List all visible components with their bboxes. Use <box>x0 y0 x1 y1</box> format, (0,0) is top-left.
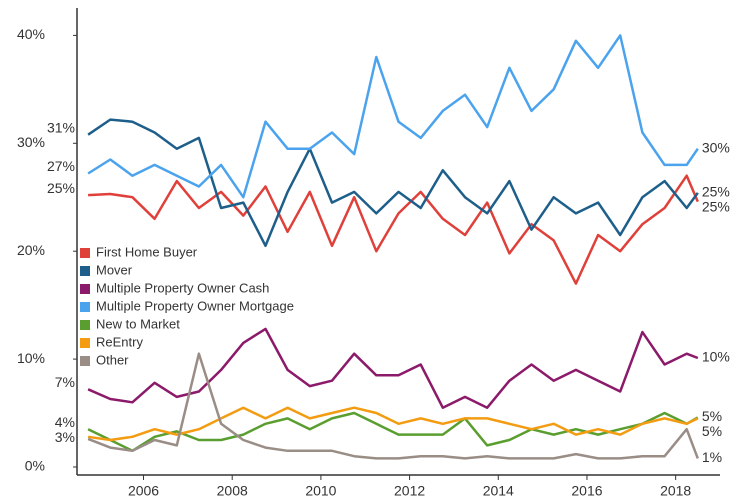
value-label: 1% <box>702 449 722 465</box>
series-line <box>87 352 699 460</box>
legend-label: New to Market <box>96 316 180 331</box>
y-tick-label: 0% <box>25 458 45 474</box>
x-tick-label: 2014 <box>483 483 514 499</box>
series-line <box>87 327 699 409</box>
series-line <box>88 174 699 285</box>
value-label: 25% <box>702 184 730 200</box>
x-tick-label: 2012 <box>394 483 425 499</box>
value-label: 4% <box>55 414 75 430</box>
x-tick-label: 2018 <box>660 483 691 499</box>
value-label: 25% <box>702 199 730 215</box>
series-line <box>87 118 699 248</box>
value-label: 30% <box>702 139 730 155</box>
legend-label: Other <box>96 352 129 367</box>
x-tick-label: 2006 <box>128 483 159 499</box>
legend-label: First Home Buyer <box>96 244 198 259</box>
y-tick-label: 30% <box>17 134 45 150</box>
legend-label: Multiple Property Owner Mortgage <box>96 298 294 313</box>
y-tick-label: 40% <box>17 26 45 42</box>
legend-swatch <box>80 356 90 366</box>
value-label: 25% <box>47 180 75 196</box>
legend-swatch <box>80 302 90 312</box>
value-label: 5% <box>702 408 722 424</box>
legend-label: Multiple Property Owner Cash <box>96 280 269 295</box>
x-tick-label: 2010 <box>305 483 336 499</box>
series-line <box>87 406 699 442</box>
value-label: 27% <box>47 158 75 174</box>
x-tick-label: 2016 <box>571 483 602 499</box>
y-tick-label: 20% <box>17 242 45 258</box>
legend-swatch <box>80 284 90 294</box>
legend-label: Mover <box>96 262 133 277</box>
legend-swatch <box>80 266 90 276</box>
value-label: 3% <box>55 429 75 445</box>
value-label: 5% <box>702 423 722 439</box>
series-line <box>87 34 699 199</box>
value-label: 31% <box>47 119 75 135</box>
legend-swatch <box>80 320 90 330</box>
x-tick-label: 2008 <box>217 483 248 499</box>
legend-label: ReEntry <box>96 334 143 349</box>
y-tick-label: 10% <box>17 350 45 366</box>
legend-swatch <box>80 338 90 348</box>
legend-swatch <box>80 248 90 258</box>
value-label: 10% <box>702 349 730 365</box>
series-line <box>87 411 699 453</box>
value-label: 7% <box>55 374 75 390</box>
